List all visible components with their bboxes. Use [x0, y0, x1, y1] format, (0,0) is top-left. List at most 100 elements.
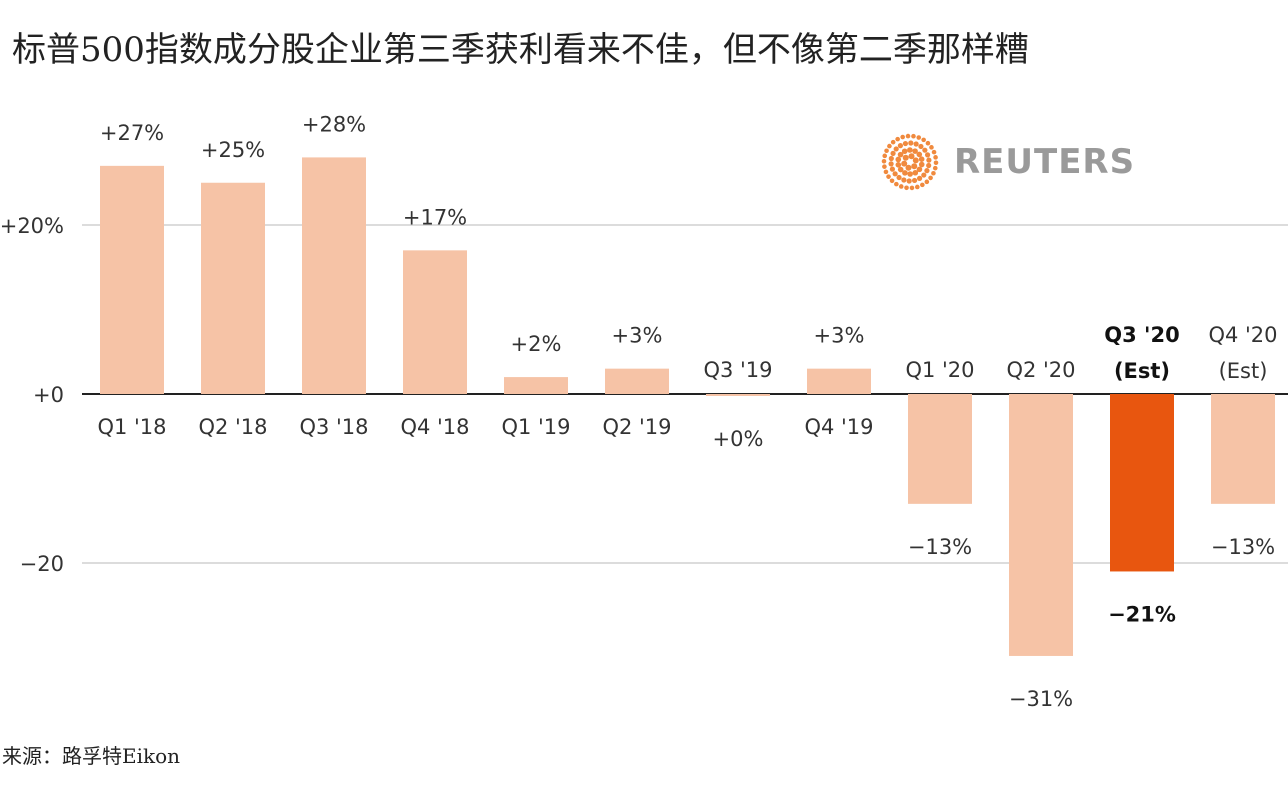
category-label: Q3 '18: [299, 415, 368, 439]
bar: [1211, 394, 1275, 504]
data-label: −13%: [1211, 535, 1275, 559]
logo-dot: [911, 133, 916, 139]
category-label: Q1 '20: [905, 358, 974, 382]
logo-dot: [902, 170, 908, 176]
logo-dot: [901, 177, 907, 183]
reuters-logo: REUTERS: [878, 130, 1135, 194]
data-label: −21%: [1108, 602, 1176, 626]
logo-dot: [908, 153, 915, 160]
logo-dot: [932, 165, 938, 171]
category-label: Q2 '19: [602, 415, 671, 439]
data-label: +25%: [201, 138, 265, 162]
logo-dot: [887, 143, 892, 149]
logo-dot: [901, 160, 908, 167]
logo-dot: [905, 133, 911, 139]
logo-dot: [893, 146, 899, 152]
logo-dot: [908, 140, 914, 146]
logo-dot: [905, 164, 912, 171]
logo-dot: [933, 155, 938, 160]
logo-dot: [884, 148, 889, 154]
logo-dot: [901, 148, 908, 155]
data-label: +2%: [511, 332, 562, 356]
logo-dot: [883, 169, 889, 175]
data-label: −31%: [1009, 687, 1073, 711]
data-label: +27%: [100, 121, 164, 145]
y-tick-label: +0: [33, 383, 64, 407]
logo-dot: [912, 157, 919, 164]
logo-dot: [882, 153, 888, 159]
logo-dot: [895, 136, 900, 142]
logo-dot: [925, 152, 931, 158]
logo-dot: [895, 156, 902, 163]
logo-dot: [931, 170, 936, 176]
bar: [302, 157, 366, 394]
logo-dot: [907, 147, 913, 153]
bar: [1009, 394, 1073, 656]
logo-dot: [897, 151, 904, 158]
logo-dot: [916, 151, 923, 158]
data-label: −13%: [908, 535, 972, 559]
category-label: Q4 '20: [1208, 323, 1277, 347]
logo-dot: [888, 155, 894, 162]
bar: [807, 368, 871, 394]
logo-dot: [924, 168, 930, 174]
logo-dot: [900, 134, 905, 140]
logo-dot: [918, 161, 925, 168]
bar: [201, 182, 265, 394]
category-label: Q2 '20: [1006, 358, 1075, 382]
logo-dot: [896, 174, 902, 181]
category-label: Q1 '18: [97, 415, 166, 439]
logo-dot: [926, 162, 932, 169]
category-label-suffix: (Est): [1219, 359, 1268, 383]
source-note: 来源：路孚特Eikon: [2, 744, 181, 768]
logo-dot: [881, 158, 887, 164]
data-label: +0%: [713, 427, 764, 451]
logo-dot: [929, 145, 934, 150]
y-tick-label: +20%: [0, 214, 64, 238]
logo-dot: [906, 178, 912, 184]
logo-dot: [897, 166, 904, 173]
logo-dot: [925, 140, 931, 146]
logo-dot: [916, 135, 922, 140]
bar: [605, 368, 669, 394]
logo-dot: [913, 141, 919, 147]
logo-dot: [890, 139, 896, 145]
logo-dot: [933, 160, 939, 166]
logo-dot: [895, 162, 902, 168]
logo-dot: [911, 163, 918, 170]
logo-dot: [916, 175, 923, 181]
reuters-logo-icon: [881, 133, 939, 191]
data-label: +3%: [612, 324, 663, 348]
chart-title: 标普500指数成分股企业第三季获利看来不佳，但不像第二季那样糟: [12, 30, 1029, 70]
bar: [504, 377, 568, 394]
bar: [403, 250, 467, 394]
category-label: Q4 '19: [804, 415, 873, 439]
logo-dot: [920, 182, 925, 188]
logo-dot: [911, 177, 918, 184]
logo-dot: [916, 166, 923, 173]
category-label: Q1 '19: [501, 415, 570, 439]
logo-dot: [924, 179, 930, 185]
logo-dot: [902, 154, 909, 161]
bar: [1110, 394, 1174, 572]
bar: [100, 165, 164, 394]
logo-dot: [894, 181, 899, 187]
logo-dot: [909, 185, 915, 191]
logo-dot: [898, 184, 904, 189]
category-label: Q4 '18: [400, 415, 469, 439]
logo-dot: [922, 147, 928, 153]
logo-dot: [928, 175, 933, 181]
logo-dot: [904, 185, 909, 191]
logo-dot: [921, 172, 927, 178]
category-label-suffix: (Est): [1114, 359, 1170, 383]
logo-dot: [892, 171, 898, 177]
logo-dot: [912, 148, 918, 154]
category-label: Q3 '19: [703, 358, 772, 382]
bar: [706, 394, 770, 396]
data-label: +3%: [814, 324, 865, 348]
logo-dot: [890, 150, 896, 156]
logo-dot: [931, 149, 937, 155]
logo-dot: [926, 157, 932, 163]
y-tick-label: −20: [20, 552, 64, 576]
